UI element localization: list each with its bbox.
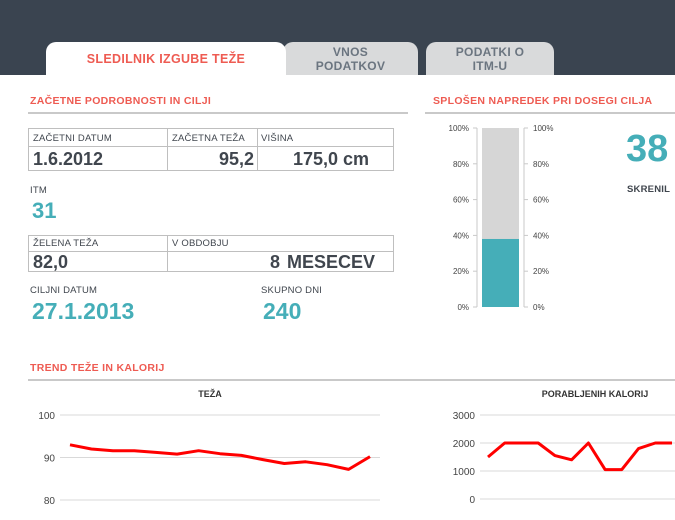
chart-tick-label: 0 xyxy=(469,495,475,506)
chart-tick-label: 2000 xyxy=(453,439,476,450)
tab-weight-tracker-label: SLEDILNIK IZGUBE TEŽE xyxy=(86,52,246,66)
chart-tick-label: 1000 xyxy=(453,467,476,478)
start-weight-label: ZAČETNA TEŽA xyxy=(172,133,245,144)
progress-sub-label: SKRENIL xyxy=(627,184,671,195)
chart-tick-label: 90 xyxy=(44,454,56,465)
grid-divider xyxy=(29,251,393,252)
progress-chart: 0% 0% 20% 20% 40% 40% 60% 60% 80% 80% 100% 100% xyxy=(449,124,554,312)
goal-weight-cell xyxy=(29,236,168,271)
progress-tick-label-right: 100% xyxy=(533,124,553,133)
progress-tick-label-right: 40% xyxy=(533,231,549,240)
progress-section-title: SPLOŠEN NAPREDEK PRI DOSEGI CILJA xyxy=(433,95,653,107)
tab-bmi-data-label: PODATKI O ITM-U xyxy=(455,44,525,73)
chart-tick-label: 3000 xyxy=(453,411,476,422)
progress-tick-label-left: 80% xyxy=(453,160,469,169)
start-date-value[interactable]: 1.6.2012 xyxy=(33,149,104,169)
goal-info-grid: ŽELENA TEŽA V OBDOBJU 82,0 8 MESECEV xyxy=(28,235,394,272)
calories-chart: PORABLJENIH KALORIJ 0 1000 2000 3000 xyxy=(453,389,675,506)
progress-bar-fill xyxy=(482,238,519,307)
start-weight-cell xyxy=(168,129,258,170)
chart-title: PORABLJENIH KALORIJ xyxy=(542,389,649,399)
grid-divider xyxy=(29,146,393,147)
goal-date-value: 27.1.2013 xyxy=(32,298,135,324)
period-label: V OBDOBJU xyxy=(172,238,229,249)
progress-divider xyxy=(425,112,675,114)
details-divider xyxy=(28,112,408,114)
chart-series-line xyxy=(487,441,672,472)
tab-bmi-data[interactable]: PODATKI O ITM-U xyxy=(426,42,554,75)
height-value[interactable]: 175,0 cm xyxy=(292,149,369,169)
tab-data-entry[interactable]: VNOS PODATKOV xyxy=(283,42,418,75)
progress-tick-label-right: 20% xyxy=(533,267,549,276)
progress-tick-label-right: 80% xyxy=(533,160,549,169)
period-value[interactable]: 8 xyxy=(269,252,280,272)
trend-section-title: TREND TEŽE IN KALORIJ xyxy=(30,362,165,374)
tab-weight-tracker[interactable]: SLEDILNIK IZGUBE TEŽE xyxy=(46,42,286,76)
details-section-title: ZAČETNE PODROBNOSTI IN CILJI xyxy=(30,95,212,107)
start-date-cell xyxy=(29,129,168,170)
chart-tick-label: 100 xyxy=(38,411,55,422)
chart-tick-label: 80 xyxy=(44,496,56,507)
bmi-value: 31 xyxy=(32,198,57,223)
progress-tick-label-left: 60% xyxy=(453,196,469,205)
goal-weight-label: ŽELENA TEŽA xyxy=(33,238,99,249)
progress-tick-label-left: 40% xyxy=(453,231,469,240)
goal-date-label: CILJNI DATUM xyxy=(30,285,98,296)
progress-tick-label-right: 0% xyxy=(533,303,545,312)
weight-chart: TEŽA 80 90 100 xyxy=(38,388,380,507)
total-days-label: SKUPNO DNI xyxy=(261,285,323,296)
progress-percent-value: 38 xyxy=(626,128,669,170)
tab-data-entry-label: VNOS PODATKOV xyxy=(315,44,386,73)
progress-tick-label-left: 0% xyxy=(457,303,469,312)
height-label: VIŠINA xyxy=(261,133,294,144)
start-info-grid: ZAČETNI DATUM ZAČETNA TEŽA VIŠINA 1.6.20… xyxy=(28,128,394,171)
progress-tick-label-left: 20% xyxy=(453,267,469,276)
trend-divider xyxy=(28,379,675,381)
chart-title: TEŽA xyxy=(198,388,222,399)
total-days-value: 240 xyxy=(263,298,302,324)
progress-tick-label-right: 60% xyxy=(533,196,549,205)
period-unit: MESECEV xyxy=(287,252,376,272)
start-weight-value[interactable]: 95,2 xyxy=(218,149,254,169)
progress-tick-label-left: 100% xyxy=(449,124,469,133)
bmi-label: ITM xyxy=(30,185,47,196)
start-date-label: ZAČETNI DATUM xyxy=(33,133,112,144)
goal-weight-value[interactable]: 82,0 xyxy=(33,252,69,272)
